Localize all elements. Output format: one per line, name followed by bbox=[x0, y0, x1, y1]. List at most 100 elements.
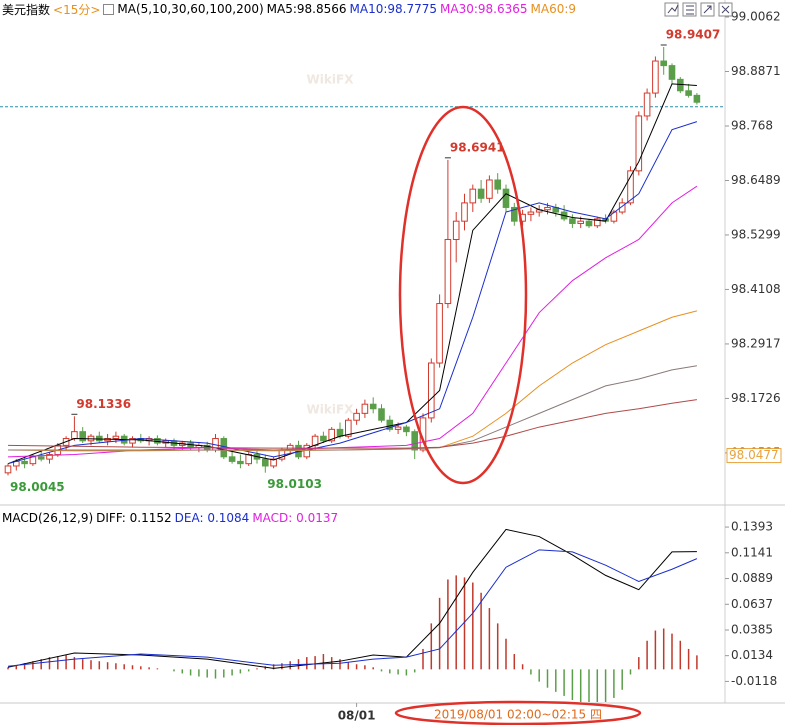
candle-body bbox=[577, 220, 585, 224]
ma-line bbox=[7, 310, 698, 452]
y-tick-label: 98.6489 bbox=[731, 173, 781, 187]
candle-body bbox=[262, 458, 269, 467]
y-tick-label: 98.1726 bbox=[731, 391, 781, 405]
y-tick-label: 98.768 bbox=[731, 119, 773, 133]
candle-body bbox=[394, 426, 402, 430]
period-label: <15分> bbox=[53, 2, 101, 17]
candle-body bbox=[452, 220, 460, 240]
candle-body bbox=[502, 188, 510, 208]
candle-body bbox=[79, 431, 87, 442]
y-tick-label: 0.0134 bbox=[731, 648, 773, 662]
main-legend: 美元指数 <15分> MA(5,10,30,60,100,200) MA5:98… bbox=[2, 1, 576, 17]
low-label: 98.0045 bbox=[10, 480, 65, 494]
candle-body bbox=[245, 454, 252, 465]
candle-body bbox=[403, 426, 410, 433]
highlight-ellipse bbox=[398, 105, 528, 485]
candle-body bbox=[477, 188, 485, 199]
indicator-icon[interactable] bbox=[103, 3, 115, 15]
candle-body bbox=[469, 188, 477, 204]
x-tick-label: 08/01 bbox=[338, 709, 376, 723]
candle-body bbox=[369, 403, 377, 410]
candle-body bbox=[444, 238, 452, 305]
candle-body bbox=[237, 460, 244, 465]
cursor-time-label: 2019/08/01 02:00~02:15 四 bbox=[434, 708, 602, 722]
ma-line bbox=[7, 83, 697, 465]
macd-line bbox=[7, 549, 698, 667]
macd-line bbox=[7, 528, 697, 669]
highlight-ellipse bbox=[394, 700, 642, 725]
candle-body bbox=[228, 456, 236, 462]
high-label: 98.9407 bbox=[666, 27, 721, 41]
candle-body bbox=[328, 428, 335, 442]
ma-line bbox=[8, 365, 697, 451]
tool-icon bbox=[686, 5, 694, 15]
high-label: 98.6941 bbox=[450, 140, 505, 154]
candle-body bbox=[652, 60, 659, 94]
candle-body bbox=[378, 408, 385, 421]
legend-entry: MA60:9 bbox=[530, 2, 577, 16]
candle-body bbox=[660, 60, 668, 67]
candle-body bbox=[270, 458, 277, 467]
candle-body bbox=[461, 202, 468, 222]
candle-body bbox=[336, 428, 344, 437]
legend-entry: DEA: 0.1084 bbox=[174, 511, 250, 525]
candle-body bbox=[544, 206, 551, 211]
candle-body bbox=[693, 94, 701, 103]
candle-body bbox=[428, 362, 435, 419]
candle-body bbox=[386, 419, 394, 430]
ma-line bbox=[7, 399, 697, 449]
high-label: 98.1336 bbox=[76, 397, 131, 411]
y-tick-label: 99.0062 bbox=[731, 10, 781, 24]
candle-body bbox=[46, 454, 53, 460]
watermark: WikiFX bbox=[307, 403, 355, 417]
y-tick-label: 0.1393 bbox=[731, 520, 773, 534]
candle-body bbox=[494, 179, 501, 190]
candle-body bbox=[112, 435, 120, 440]
candle-body bbox=[635, 115, 643, 172]
candle-body bbox=[4, 465, 12, 474]
candle-body bbox=[361, 403, 369, 414]
legend-entry: MA30:98.6365 bbox=[440, 2, 528, 16]
y-tick-label: 98.8871 bbox=[731, 64, 781, 78]
y-tick-label: 98.5299 bbox=[731, 227, 781, 241]
candle-body bbox=[129, 438, 136, 444]
y-tick-label: 98.4108 bbox=[731, 282, 781, 296]
price-marker-label: 98.0477 bbox=[729, 448, 779, 462]
instrument-title: 美元指数 bbox=[2, 2, 51, 17]
candle-body bbox=[436, 303, 443, 364]
candle-body bbox=[685, 90, 692, 96]
legend-entry: MACD: 0.0137 bbox=[252, 511, 339, 525]
ma-line bbox=[7, 185, 698, 458]
candle-body bbox=[320, 435, 327, 442]
y-tick-label: 0.1141 bbox=[731, 545, 773, 559]
candle-body bbox=[411, 431, 418, 451]
y-tick-label: 0.0637 bbox=[731, 597, 773, 611]
price-marker-box bbox=[726, 448, 782, 464]
candle-body bbox=[303, 444, 311, 458]
y-tick-label: -0.0118 bbox=[731, 674, 777, 688]
tool-icon bbox=[721, 5, 730, 14]
y-tick-label: 98.2917 bbox=[731, 336, 781, 350]
macd-legend: MACD(26,12,9) DIFF: 0.1152 DEA: 0.1084 MAC… bbox=[2, 510, 338, 526]
candle-body bbox=[353, 412, 360, 421]
legend-entry: DIFF: 0.1152 bbox=[96, 511, 172, 525]
candle-body bbox=[677, 78, 684, 92]
legend-entry: MA10:98.7775 bbox=[349, 2, 438, 16]
watermark: WikiFX bbox=[307, 73, 355, 87]
macd-plot bbox=[7, 528, 698, 702]
candle-body bbox=[486, 179, 493, 199]
candle-body bbox=[21, 460, 28, 465]
ma-settings: MA(5,10,30,60,100,200) bbox=[117, 2, 264, 16]
tool-icon bbox=[667, 4, 679, 14]
ma-line bbox=[7, 121, 698, 465]
candle-body bbox=[643, 92, 651, 117]
main-plot bbox=[0, 44, 725, 476]
candle-body bbox=[668, 65, 676, 80]
toolbar bbox=[664, 2, 733, 17]
low-label: 98.0103 bbox=[267, 477, 322, 491]
tool-icon bbox=[703, 5, 712, 14]
candle-body bbox=[627, 170, 634, 204]
candle-body bbox=[511, 206, 518, 222]
